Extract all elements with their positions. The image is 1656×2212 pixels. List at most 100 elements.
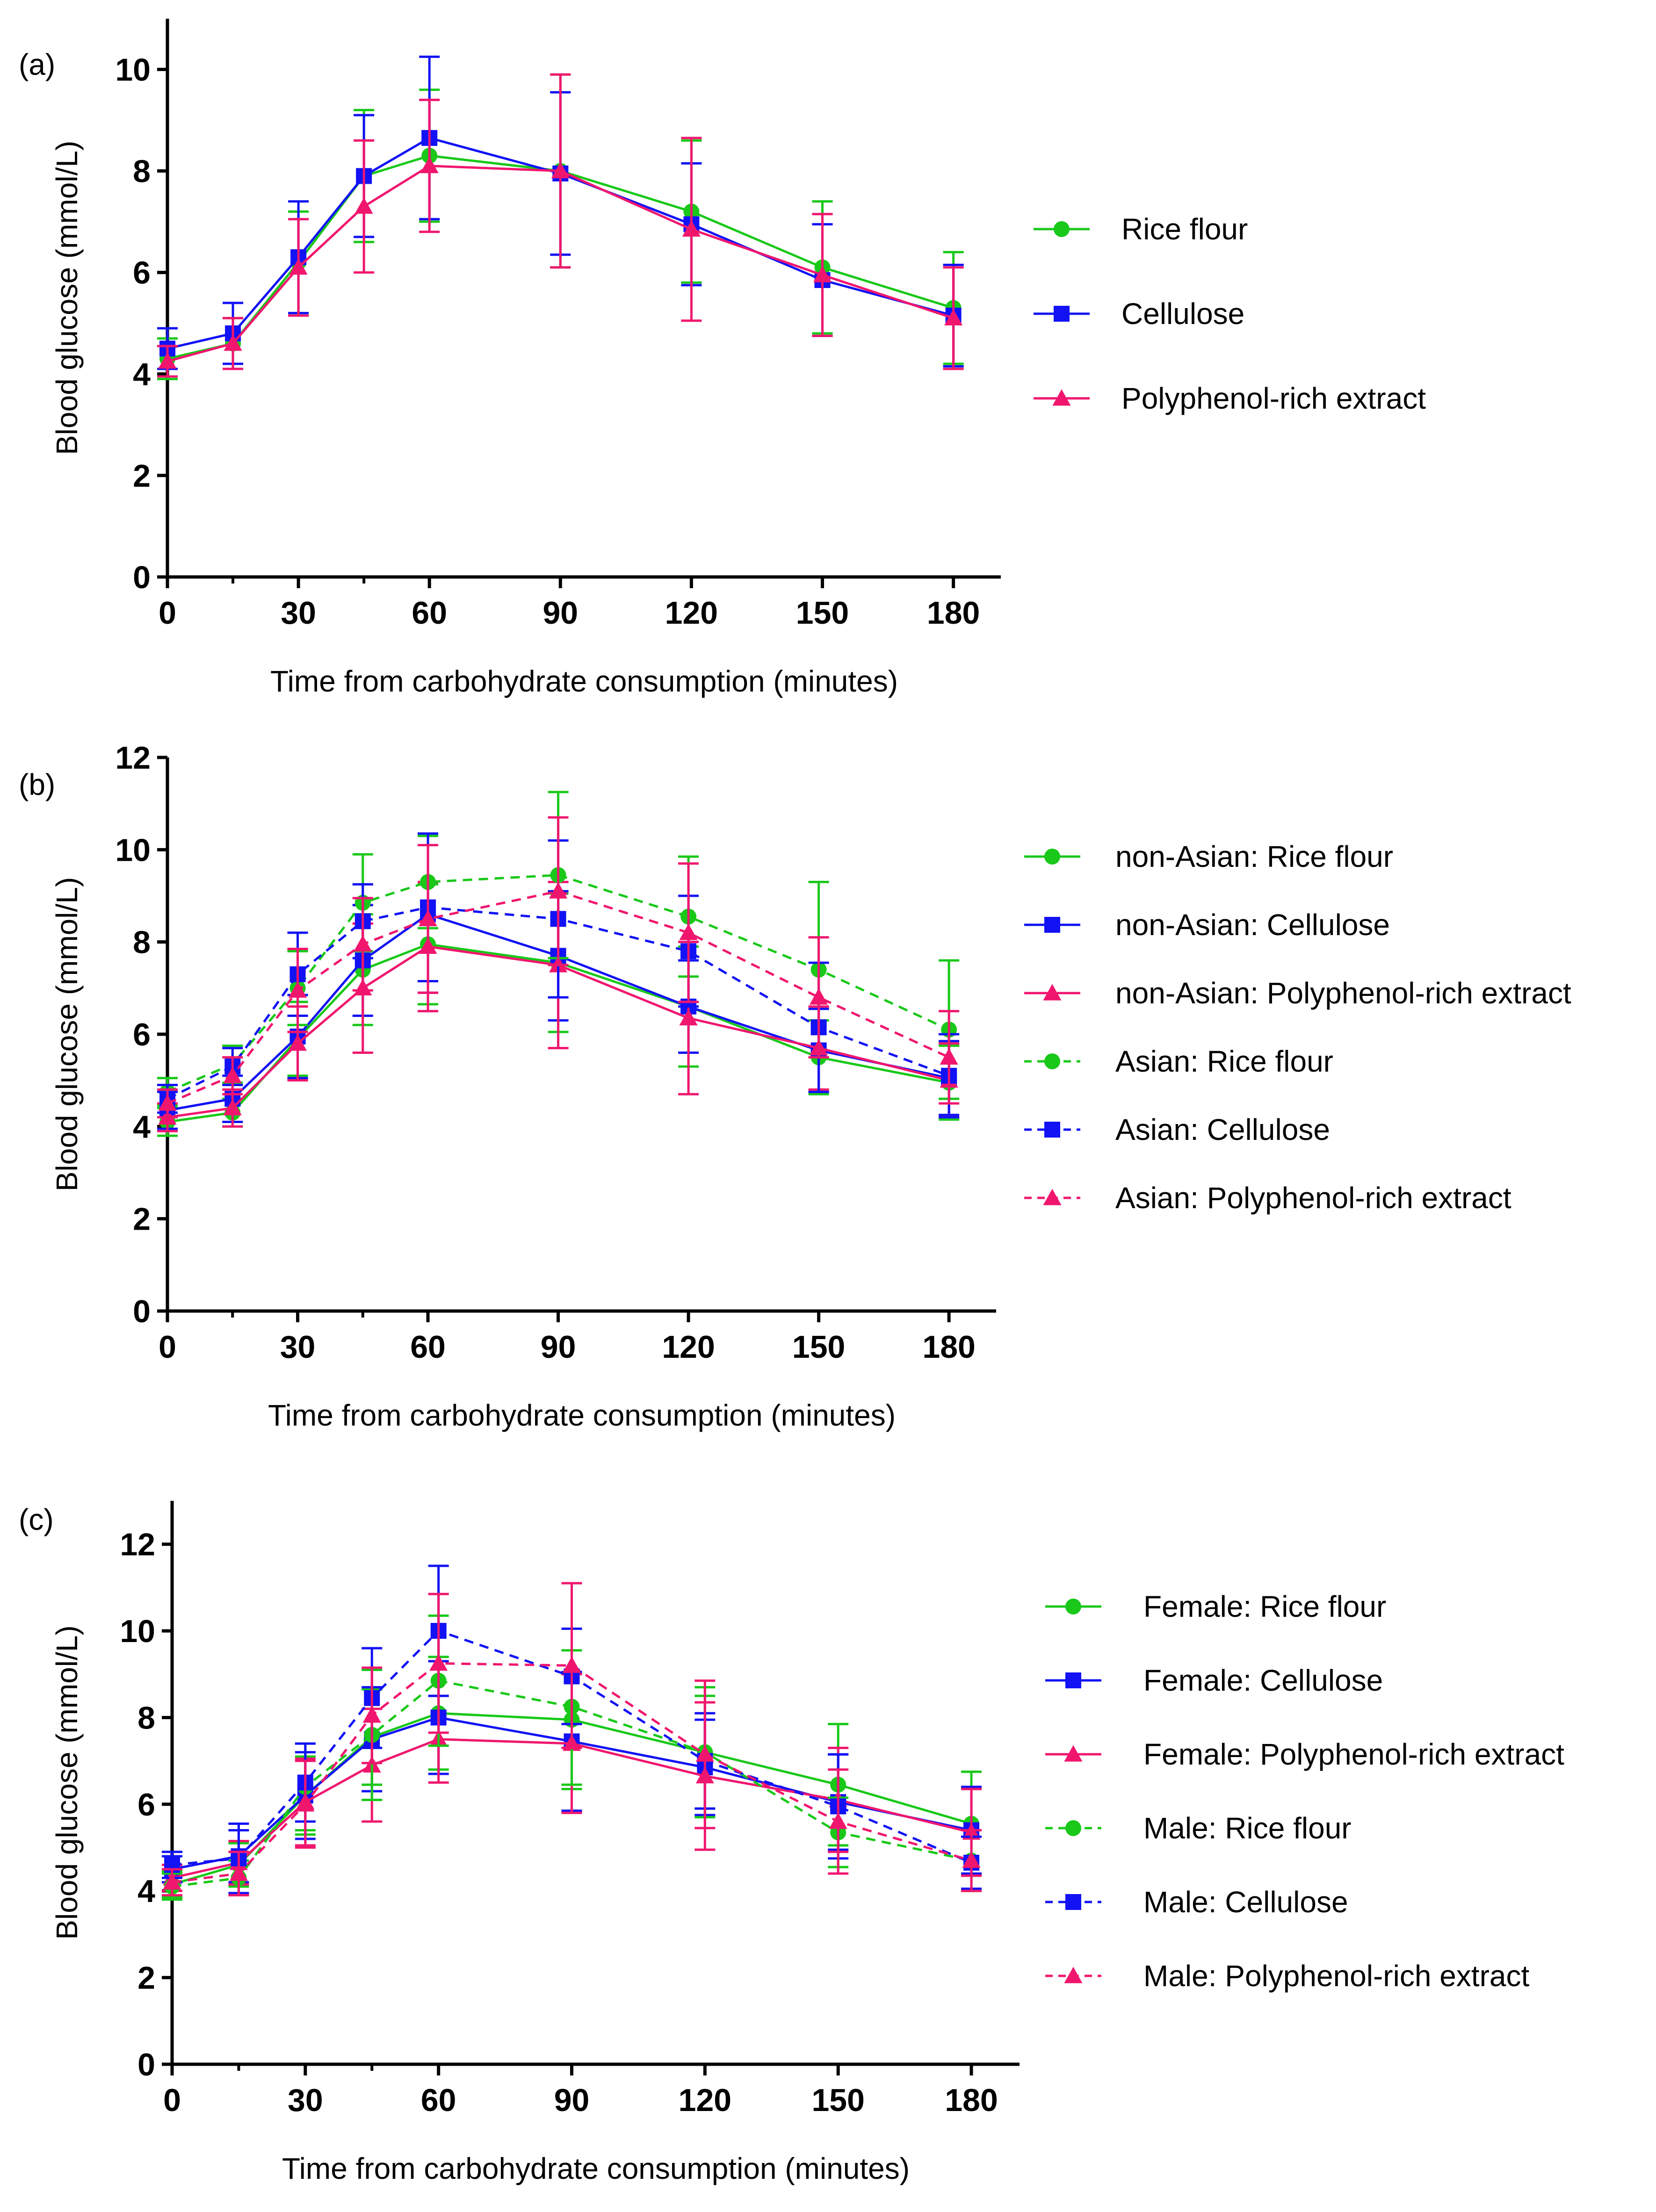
data-point: [679, 1009, 698, 1026]
legend-item-female-cellulose: Female: Cellulose: [1045, 1664, 1383, 1697]
series-asian-polyphenol-rich-extract: [157, 816, 960, 1119]
x-tick-label: 0: [159, 595, 176, 631]
legend-item-male-cellulose: Male: Cellulose: [1045, 1885, 1348, 1919]
legend-label: Asian: Polyphenol-rich extract: [1115, 1181, 1511, 1215]
legend-marker: [1052, 389, 1071, 406]
x-tick-label: 90: [554, 2082, 590, 2118]
legend-marker: [1044, 1053, 1060, 1069]
legend-label: Asian: Cellulose: [1115, 1113, 1330, 1146]
data-point: [429, 1654, 448, 1671]
data-point: [354, 197, 373, 214]
legend-item-male-polyphenol-rich-extract: Male: Polyphenol-rich extract: [1045, 1959, 1529, 1993]
data-point: [362, 1706, 381, 1723]
data-point: [551, 162, 570, 179]
y-tick-label: 4: [133, 357, 151, 392]
legend-marker: [1044, 849, 1060, 865]
data-point: [223, 1099, 242, 1116]
legend-item-asian-cellulose: Asian: Cellulose: [1024, 1113, 1330, 1146]
legend-label: Male: Rice flour: [1143, 1811, 1352, 1845]
y-tick-label: 4: [133, 1109, 151, 1145]
legend-label: Female: Polyphenol-rich extract: [1143, 1737, 1564, 1771]
legend-marker: [1044, 917, 1060, 933]
y-tick-label: 2: [133, 1202, 151, 1237]
x-tick-label: 60: [410, 1329, 446, 1365]
panel-label: (c): [19, 1503, 54, 1536]
legend-item-cellulose: Cellulose: [1034, 297, 1244, 331]
legend-item-male-rice-flour: Male: Rice flour: [1045, 1811, 1352, 1845]
y-axis-title: Blood glucose (mmol/L): [50, 1625, 84, 1939]
data-point: [944, 309, 963, 326]
x-tick-label: 90: [542, 595, 578, 631]
data-point: [679, 923, 698, 940]
legend-label: Female: Rice flour: [1143, 1590, 1386, 1623]
legend-marker: [1064, 1967, 1083, 1983]
data-point: [419, 909, 437, 926]
data-point: [229, 1864, 248, 1881]
x-tick-label: 60: [421, 2082, 456, 2118]
y-tick-label: 10: [115, 832, 151, 868]
x-tick-label: 150: [792, 1329, 845, 1365]
legend-label: Asian: Rice flour: [1115, 1045, 1333, 1078]
y-tick-label: 2: [133, 458, 151, 494]
legend-label: Male: Polyphenol-rich extract: [1143, 1959, 1529, 1993]
legend-marker: [1043, 984, 1062, 1001]
legend-item-polyphenol-rich-extract: Polyphenol-rich extract: [1034, 382, 1426, 415]
legend-marker: [1065, 1820, 1081, 1836]
data-point: [354, 935, 372, 952]
series-male-polyphenol-rich-extract: [162, 1582, 982, 1896]
legend-marker: [1065, 1894, 1081, 1910]
legend-item-female-rice-flour: Female: Rice flour: [1045, 1590, 1386, 1623]
legend-label: Male: Cellulose: [1143, 1885, 1348, 1919]
legend-marker: [1054, 221, 1070, 237]
data-point: [288, 981, 307, 998]
data-point: [695, 1745, 714, 1762]
legend-item-rice-flour: Rice flour: [1034, 212, 1248, 246]
legend-item-asian-rice-flour: Asian: Rice flour: [1024, 1045, 1333, 1078]
y-tick-label: 12: [115, 740, 151, 776]
data-point: [224, 334, 242, 351]
legend-item-asian-polyphenol-rich-extract: Asian: Polyphenol-rich extract: [1024, 1181, 1511, 1215]
x-tick-label: 150: [796, 595, 849, 631]
legend-item-non-asian-cellulose: non-Asian: Cellulose: [1024, 908, 1390, 942]
legend-label: non-Asian: Rice flour: [1115, 840, 1393, 873]
legend-item-non-asian-polyphenol-rich-extract: non-Asian: Polyphenol-rich extract: [1024, 976, 1571, 1010]
legend-label: Female: Cellulose: [1143, 1664, 1383, 1697]
panel-label: (a): [19, 48, 55, 81]
x-axis-title: Time from carbohydrate consumption (minu…: [268, 1398, 896, 1432]
x-tick-label: 120: [679, 2082, 731, 2118]
x-tick-label: 30: [288, 2082, 323, 2118]
legend-marker: [1065, 1672, 1081, 1688]
y-tick-label: 6: [133, 1017, 151, 1052]
x-tick-label: 30: [280, 1329, 316, 1365]
y-tick-label: 10: [120, 1614, 155, 1649]
legend-marker: [1064, 1745, 1083, 1762]
y-tick-label: 4: [137, 1873, 155, 1909]
y-tick-label: 8: [133, 925, 151, 960]
y-tick-label: 6: [133, 255, 151, 291]
data-point: [163, 1873, 181, 1890]
panel-a: (a) 0 2 4 6 8 10 0 30 60 90 120 150 180 Time from carb…: [19, 19, 1426, 698]
data-point: [813, 266, 832, 282]
x-tick-label: 180: [922, 1329, 975, 1365]
y-tick-label: 12: [120, 1527, 155, 1563]
panel-label: (b): [19, 768, 55, 801]
y-axis-title: Blood glucose (mmol/L): [50, 141, 84, 455]
y-tick-label: 2: [137, 1960, 155, 1996]
x-tick-label: 180: [927, 595, 980, 631]
data-point: [962, 1851, 981, 1868]
data-point: [829, 1812, 847, 1829]
x-tick-label: 60: [412, 595, 447, 631]
y-tick-label: 0: [133, 560, 151, 595]
data-point: [682, 220, 701, 237]
legend-label: non-Asian: Cellulose: [1115, 908, 1390, 942]
data-point: [158, 1094, 177, 1111]
data-point: [420, 157, 439, 173]
data-point: [289, 258, 308, 275]
legend-marker: [1065, 1599, 1081, 1614]
legend-label: Cellulose: [1121, 297, 1244, 331]
legend-label: non-Asian: Polyphenol-rich extract: [1115, 976, 1571, 1010]
legend-marker: [1044, 1122, 1060, 1138]
x-tick-label: 120: [665, 595, 718, 631]
